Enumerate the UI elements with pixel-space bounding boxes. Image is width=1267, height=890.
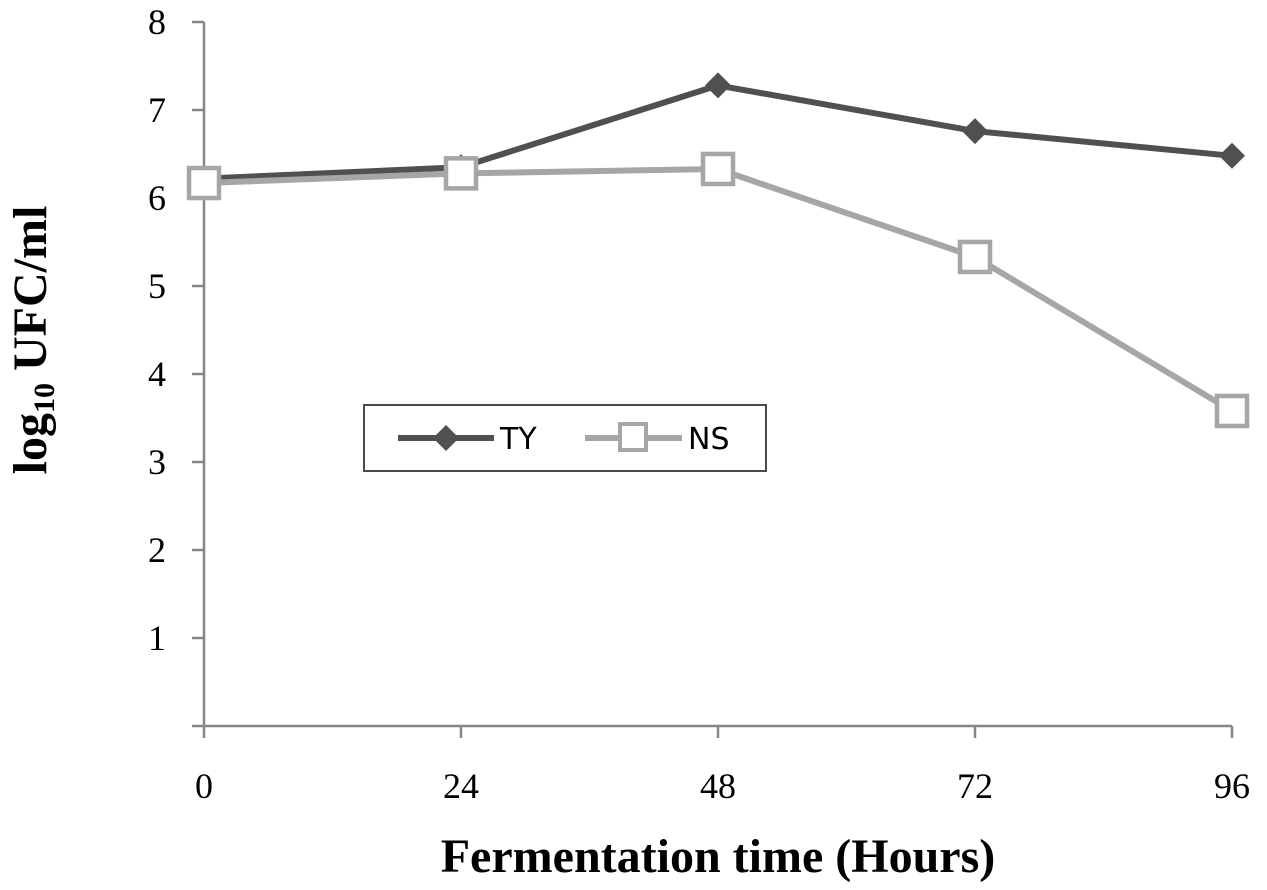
legend-marker-ty [433, 425, 459, 451]
x-tick-label: 72 [957, 766, 993, 806]
x-axis-ticks: 0 24 48 72 96 [195, 726, 1250, 806]
legend-item-ns: NS [585, 422, 729, 457]
y-tick-label: 7 [148, 90, 166, 130]
y-axis-title-main: log [4, 413, 57, 474]
x-tick-label: 0 [195, 766, 213, 806]
series-layer [186, 72, 1250, 429]
y-axis-ticks: 1 2 3 4 5 6 7 8 [148, 2, 204, 728]
legend-label-ty: TY [499, 422, 537, 457]
legend-label-ns: NS [688, 422, 729, 457]
data-point-ns [443, 156, 479, 191]
x-axis-title: Fermentation time (Hours) [441, 830, 996, 883]
data-point-ns [1214, 393, 1250, 429]
legend-marker-ns [618, 422, 648, 452]
y-axis-title: log10 UFC/ml [4, 206, 61, 475]
y-axis-title-subscript: 10 [28, 383, 61, 413]
data-point-ns [186, 165, 222, 201]
y-axis-title-rest: UFC/ml [4, 206, 57, 383]
x-tick-label: 96 [1214, 766, 1250, 806]
y-tick-label: 3 [148, 442, 166, 482]
y-tick-label: 6 [148, 178, 166, 218]
y-tick-label: 5 [148, 266, 166, 306]
legend: TY NS [363, 404, 767, 472]
y-tick-label: 8 [148, 2, 166, 42]
data-point-ns [700, 151, 736, 187]
data-point-ty [1219, 142, 1245, 169]
series-line-ns [203, 166, 1234, 414]
x-tick-label: 24 [443, 766, 479, 806]
y-tick-label: 1 [148, 618, 166, 658]
data-point-ty [962, 118, 988, 145]
legend-item-ty: TY [398, 422, 537, 457]
data-point-ns [957, 239, 993, 275]
data-point-ty [705, 72, 731, 99]
y-tick-label: 4 [148, 354, 166, 394]
y-tick-label: 2 [148, 530, 166, 570]
x-tick-label: 48 [700, 766, 736, 806]
